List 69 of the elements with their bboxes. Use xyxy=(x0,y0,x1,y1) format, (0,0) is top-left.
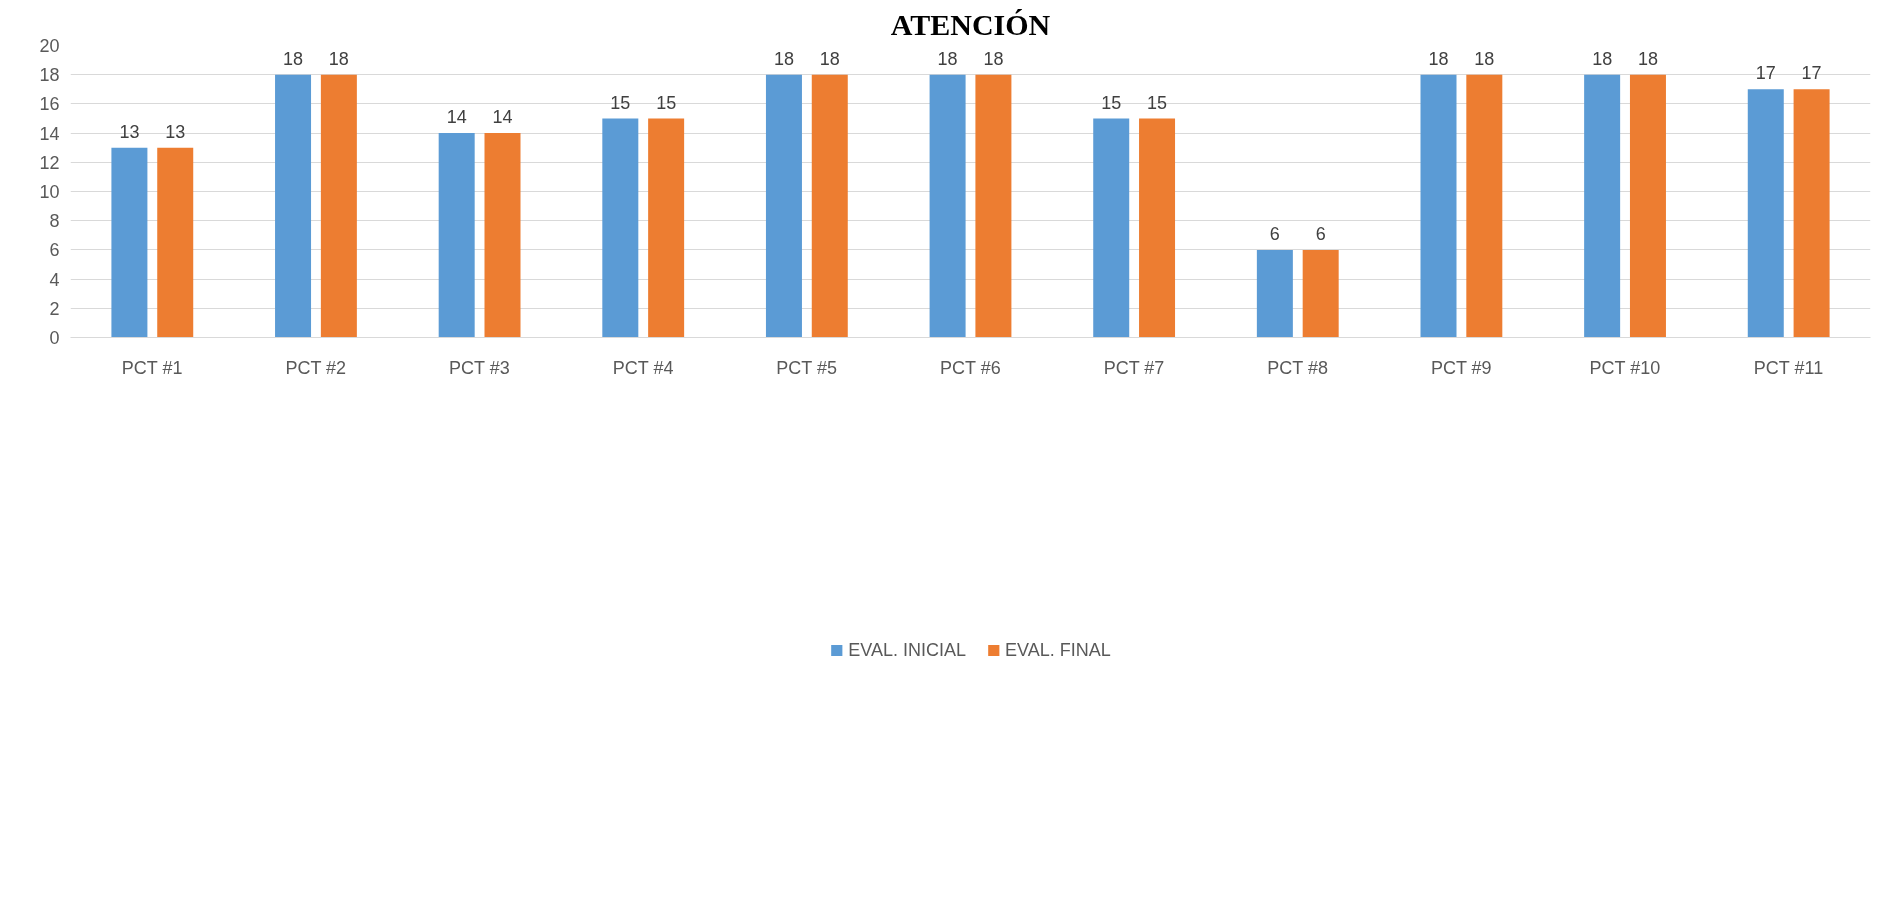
data-label: 15 xyxy=(1101,92,1122,113)
y-tick-label: 10 xyxy=(39,182,60,202)
x-tick-label: PCT #1 xyxy=(121,357,183,378)
y-tick-label: 12 xyxy=(39,152,60,173)
data-label: 18 xyxy=(819,48,840,69)
bar xyxy=(765,74,802,338)
data-label: 13 xyxy=(119,121,140,142)
y-tick-label: 4 xyxy=(49,269,60,290)
bar xyxy=(1466,74,1503,338)
data-label: 15 xyxy=(656,92,677,113)
bar xyxy=(1302,249,1339,338)
bar xyxy=(111,147,148,338)
bar xyxy=(648,118,685,338)
bar xyxy=(929,74,966,338)
y-tick-label: 2 xyxy=(49,298,60,319)
bar xyxy=(157,147,194,338)
data-label: 6 xyxy=(1315,223,1326,244)
data-label: 13 xyxy=(165,121,186,142)
bar xyxy=(1584,74,1621,338)
y-tick-label: 14 xyxy=(39,123,60,144)
data-label: 18 xyxy=(283,48,304,69)
x-tick-label: PCT #9 xyxy=(1430,357,1492,378)
bar xyxy=(1793,89,1830,338)
legend-label: EVAL. FINAL xyxy=(1005,639,1111,661)
x-tick-label: PCT #2 xyxy=(285,357,347,378)
bar xyxy=(1093,118,1130,338)
bar xyxy=(1629,74,1666,338)
y-tick-label: 18 xyxy=(39,65,60,86)
data-label: 15 xyxy=(610,92,631,113)
data-label: 18 xyxy=(1428,48,1449,69)
data-label: 17 xyxy=(1755,63,1776,84)
x-tick-label: PCT #4 xyxy=(612,357,674,378)
data-label: 18 xyxy=(1474,48,1495,69)
y-tick-label: 8 xyxy=(49,211,60,232)
data-label: 14 xyxy=(492,107,513,128)
data-label: 18 xyxy=(937,48,958,69)
x-tick-label: PCT #3 xyxy=(449,357,510,378)
y-tick-label: 0 xyxy=(49,328,60,348)
data-label: 15 xyxy=(1147,92,1168,113)
x-tick-label: PCT #11 xyxy=(1753,357,1824,378)
chart-title: ATENCIÓN xyxy=(890,7,1051,41)
data-label: 18 xyxy=(983,48,1004,69)
data-label: 14 xyxy=(446,107,467,128)
bar xyxy=(975,74,1012,338)
x-tick-label: PCT #8 xyxy=(1267,357,1328,378)
x-tick-label: PCT #6 xyxy=(939,357,1001,378)
x-tick-label: PCT #5 xyxy=(776,357,838,378)
x-tick-label: PCT #7 xyxy=(1103,357,1165,378)
data-label: 18 xyxy=(328,48,349,69)
x-tick-label: PCT #10 xyxy=(1589,357,1661,378)
y-tick-label: 20 xyxy=(39,36,60,56)
data-label: 6 xyxy=(1269,223,1280,244)
data-label: 18 xyxy=(1592,48,1613,69)
bar xyxy=(1747,89,1784,338)
bar xyxy=(602,118,639,338)
data-label: 18 xyxy=(773,48,794,69)
bar xyxy=(1139,118,1176,338)
data-label: 18 xyxy=(1637,48,1658,69)
y-tick-label: 16 xyxy=(39,94,60,115)
bar xyxy=(438,133,475,338)
bar xyxy=(811,74,848,338)
bar xyxy=(1420,74,1457,338)
legend-label: EVAL. INICIAL xyxy=(848,639,966,661)
bar xyxy=(484,133,521,338)
data-label: 17 xyxy=(1801,63,1822,84)
y-tick-label: 6 xyxy=(49,240,60,261)
bar xyxy=(1256,249,1293,338)
bar xyxy=(275,74,312,338)
bar xyxy=(320,74,357,338)
